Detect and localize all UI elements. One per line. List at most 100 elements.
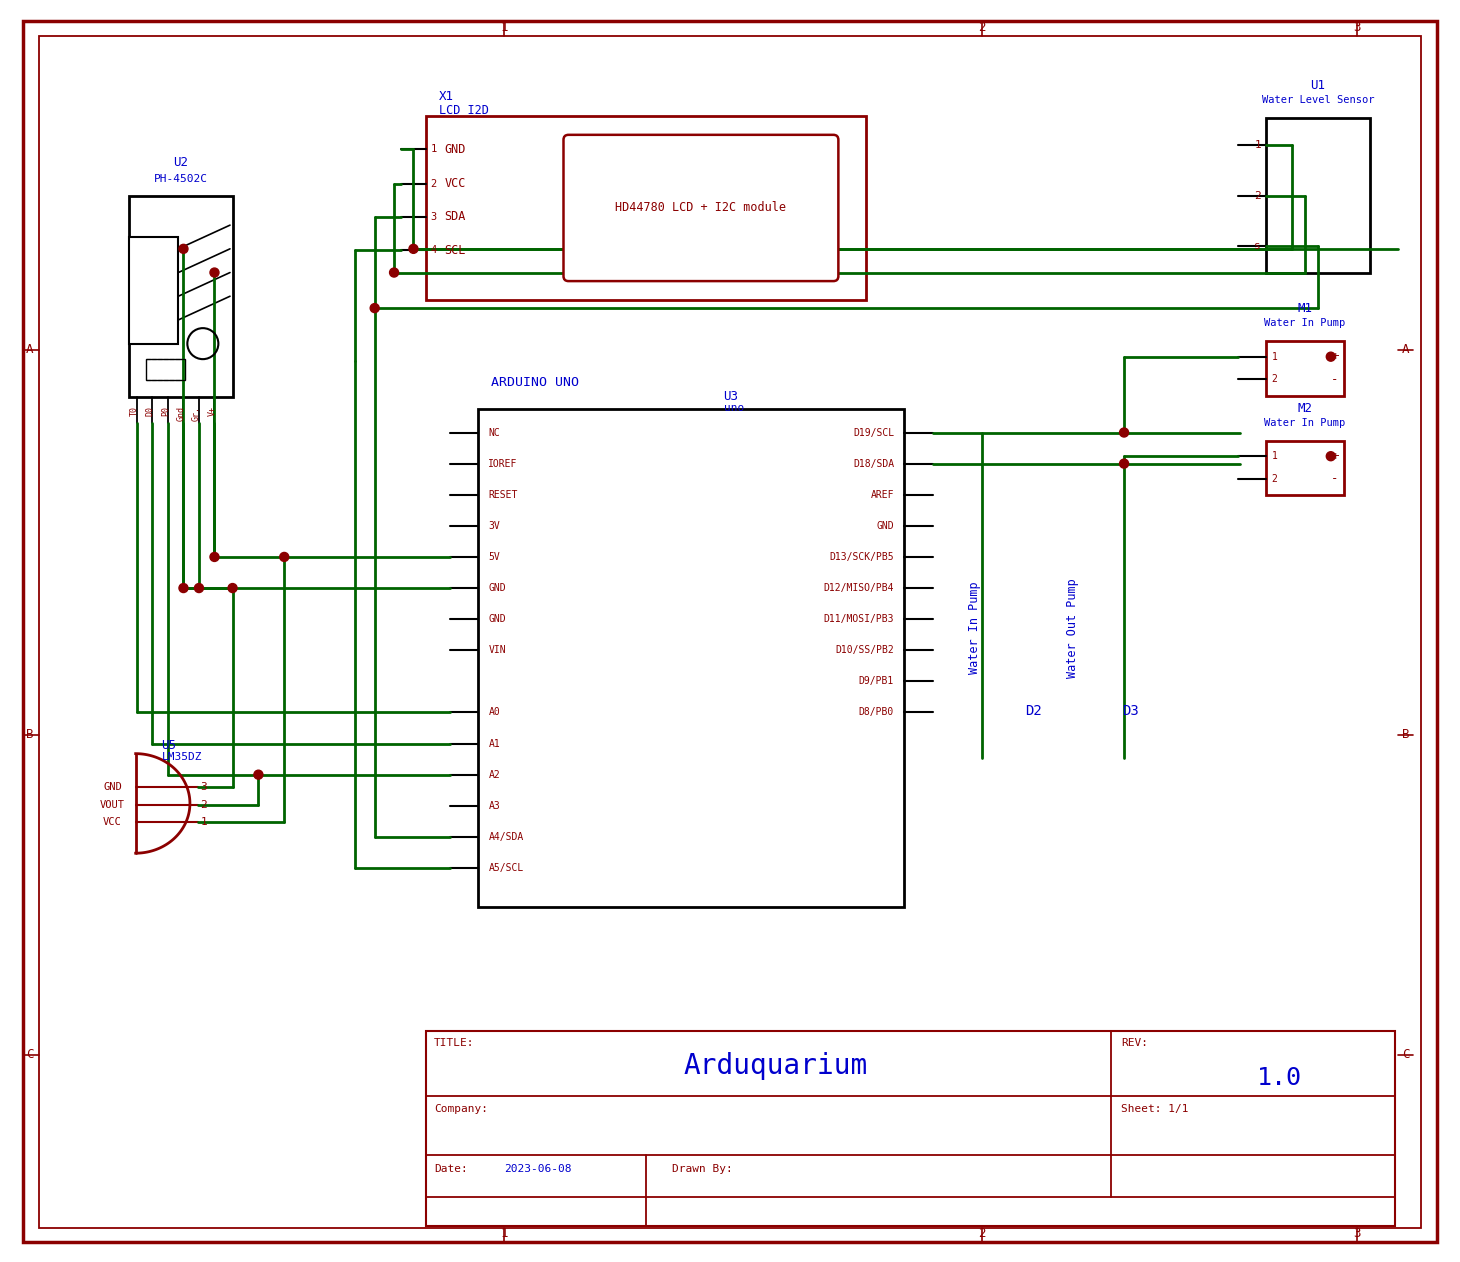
Text: Gnd: Gnd <box>177 406 185 422</box>
Text: D0: D0 <box>146 406 155 416</box>
Bar <box>1266 119 1369 273</box>
Text: 5V: 5V <box>489 551 501 562</box>
Text: Arduquarium: Arduquarium <box>683 1053 867 1080</box>
Bar <box>426 1031 1396 1227</box>
Text: U2: U2 <box>174 156 188 169</box>
Text: U1: U1 <box>1311 80 1326 92</box>
Text: A1: A1 <box>489 738 501 748</box>
Bar <box>477 409 904 906</box>
Text: D2: D2 <box>1025 704 1042 718</box>
Text: 3: 3 <box>1353 1227 1361 1241</box>
Text: A0: A0 <box>489 708 501 718</box>
Text: D9/PB1: D9/PB1 <box>858 676 894 687</box>
Text: Sheet: 1/1: Sheet: 1/1 <box>1121 1104 1188 1114</box>
Circle shape <box>1120 459 1129 468</box>
Circle shape <box>210 553 219 562</box>
Text: A5/SCL: A5/SCL <box>489 863 524 873</box>
Text: 2: 2 <box>1254 191 1261 201</box>
Text: LM35DZ: LM35DZ <box>162 752 201 762</box>
Circle shape <box>194 583 203 593</box>
Circle shape <box>371 304 380 313</box>
Text: SCL: SCL <box>444 244 466 256</box>
Text: X1: X1 <box>439 90 454 103</box>
Text: 4: 4 <box>431 245 437 255</box>
Text: D13/SCK/PB5: D13/SCK/PB5 <box>829 551 894 562</box>
Text: GND: GND <box>489 615 507 625</box>
Text: 2: 2 <box>1272 473 1278 483</box>
Text: 1.0: 1.0 <box>1257 1066 1302 1090</box>
Text: Water Level Sensor: Water Level Sensor <box>1261 96 1374 106</box>
Text: A: A <box>26 343 34 356</box>
Text: 3: 3 <box>1353 20 1361 34</box>
Circle shape <box>280 553 289 562</box>
Text: TITLE:: TITLE: <box>434 1039 475 1047</box>
Text: U5: U5 <box>162 740 177 752</box>
Text: VCC: VCC <box>444 177 466 191</box>
Text: B: B <box>1402 728 1409 741</box>
Circle shape <box>1326 352 1336 361</box>
Text: D8/PB0: D8/PB0 <box>858 708 894 718</box>
Text: 3: 3 <box>200 782 207 791</box>
Text: Drawn By:: Drawn By: <box>672 1164 733 1174</box>
Text: -: - <box>1332 372 1339 386</box>
Text: 1: 1 <box>1254 140 1261 150</box>
Bar <box>1266 440 1343 495</box>
Circle shape <box>1326 452 1336 461</box>
Text: GND: GND <box>876 521 894 531</box>
Text: VOUT: VOUT <box>99 800 126 810</box>
Text: V+: V+ <box>207 406 216 416</box>
Text: REV:: REV: <box>1121 1039 1149 1047</box>
Text: VCC: VCC <box>104 818 121 828</box>
Text: Water In Pump: Water In Pump <box>1264 418 1346 428</box>
Text: 2: 2 <box>978 1227 986 1241</box>
Text: D19/SCL: D19/SCL <box>853 428 894 438</box>
Bar <box>128 196 232 398</box>
Text: M2: M2 <box>1298 401 1313 415</box>
Text: IOREF: IOREF <box>489 458 518 468</box>
Bar <box>426 116 866 300</box>
Text: 3: 3 <box>431 212 437 222</box>
Circle shape <box>180 583 188 593</box>
Text: ARDUINO UNO: ARDUINO UNO <box>491 376 580 389</box>
Text: VIN: VIN <box>489 645 507 655</box>
Text: 1: 1 <box>1272 352 1278 362</box>
Circle shape <box>409 245 418 254</box>
Text: Gr.: Gr. <box>191 406 201 422</box>
Text: 1: 1 <box>200 818 207 828</box>
Text: +: + <box>1332 350 1339 363</box>
Circle shape <box>228 583 237 593</box>
Circle shape <box>180 245 188 254</box>
Text: GND: GND <box>489 583 507 593</box>
Text: LCD I2D: LCD I2D <box>439 105 489 117</box>
Circle shape <box>1120 428 1129 437</box>
Text: NC: NC <box>489 428 501 438</box>
Text: 2: 2 <box>1272 375 1278 384</box>
FancyBboxPatch shape <box>564 135 838 281</box>
Text: D18/SDA: D18/SDA <box>853 458 894 468</box>
Text: D11/MOSI/PB3: D11/MOSI/PB3 <box>823 615 894 625</box>
Text: uno: uno <box>724 403 743 413</box>
Text: Water In Pump: Water In Pump <box>968 582 981 674</box>
Circle shape <box>390 268 399 278</box>
Text: M1: M1 <box>1298 302 1313 316</box>
Bar <box>128 237 178 343</box>
Text: Date:: Date: <box>434 1164 467 1174</box>
Text: A3: A3 <box>489 801 501 810</box>
Text: 2: 2 <box>431 179 437 189</box>
Text: C: C <box>1402 1049 1409 1061</box>
Text: AREF: AREF <box>870 490 894 500</box>
Text: 2: 2 <box>200 800 207 810</box>
Text: A4/SDA: A4/SDA <box>489 832 524 842</box>
Text: Water Out Pump: Water Out Pump <box>1066 578 1079 678</box>
Text: U3: U3 <box>724 390 739 403</box>
Text: -: - <box>1332 472 1339 485</box>
Text: GND: GND <box>444 143 466 155</box>
Text: D12/MISO/PB4: D12/MISO/PB4 <box>823 583 894 593</box>
Text: 1: 1 <box>431 144 437 154</box>
Text: s: s <box>1254 241 1261 251</box>
Text: 1: 1 <box>1272 452 1278 461</box>
Text: C: C <box>26 1049 34 1061</box>
Text: D3: D3 <box>1123 704 1139 718</box>
Text: Company:: Company: <box>434 1104 488 1114</box>
Text: GND: GND <box>104 782 121 791</box>
